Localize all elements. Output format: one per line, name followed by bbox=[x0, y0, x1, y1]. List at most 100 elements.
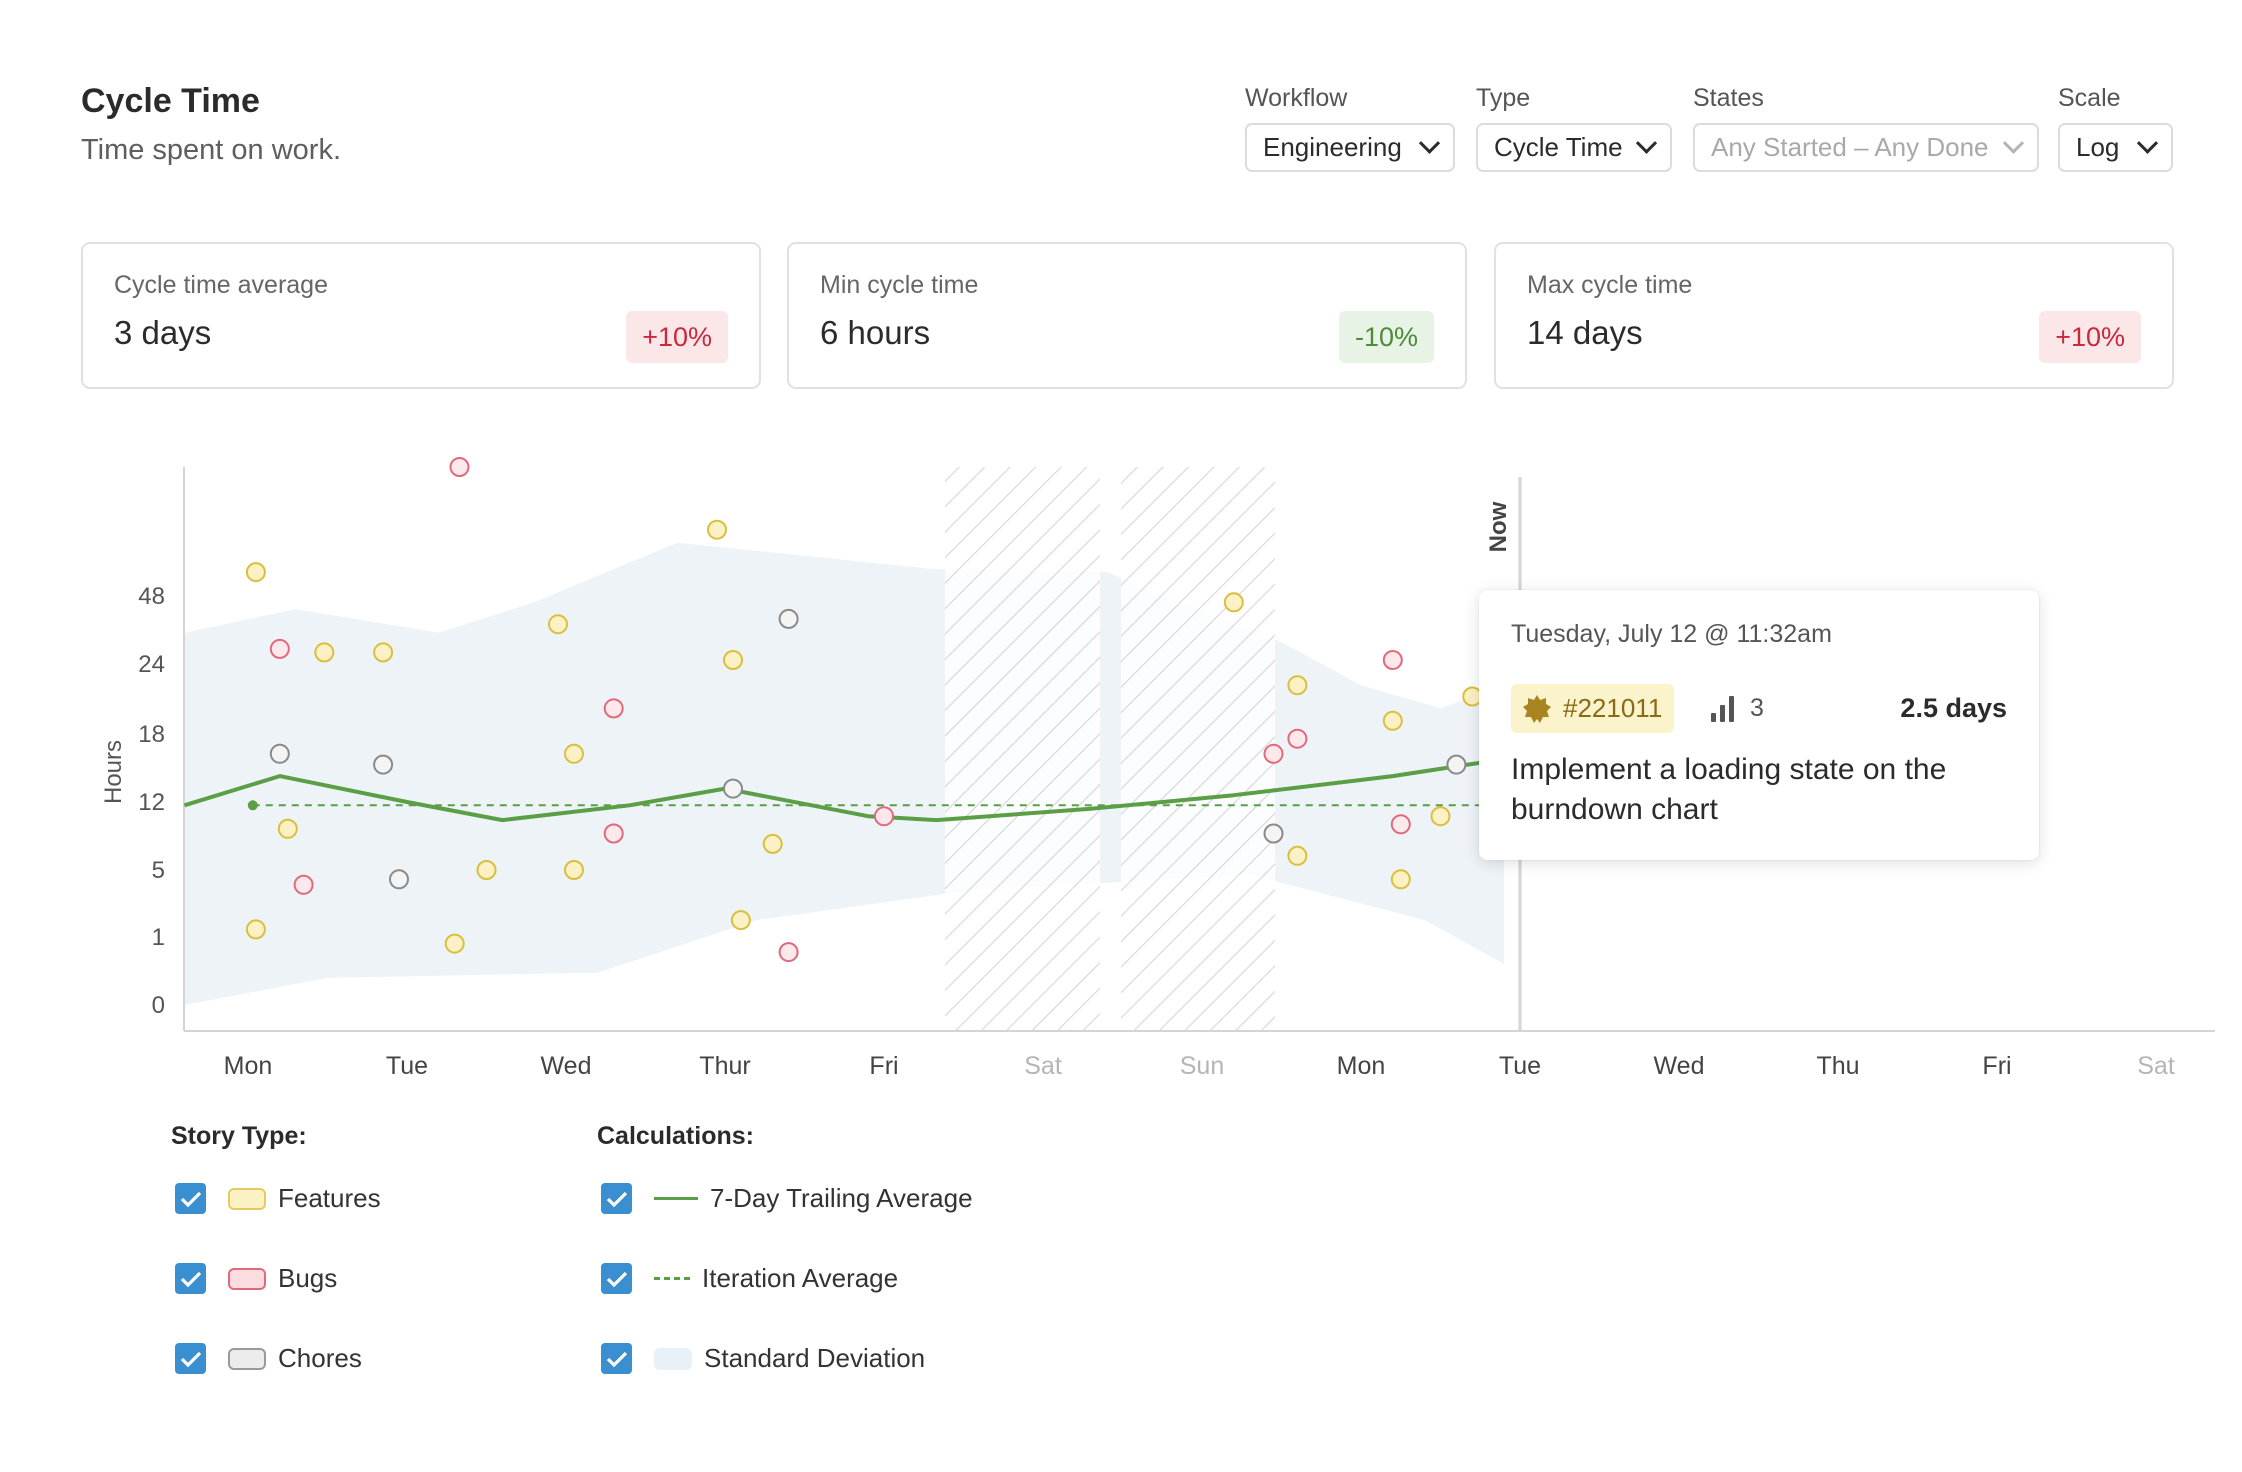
bug-point bbox=[603, 823, 624, 844]
legend-iteration-average[interactable]: Iteration Average bbox=[601, 1263, 898, 1294]
chores-swatch bbox=[228, 1347, 266, 1370]
chore-point bbox=[723, 778, 743, 799]
checkbox-trailing-average[interactable] bbox=[601, 1183, 632, 1214]
legend-bugs[interactable]: Bugs bbox=[175, 1263, 337, 1294]
checkmark-icon bbox=[180, 1271, 201, 1287]
feature-point bbox=[548, 614, 568, 635]
states-label: States bbox=[1693, 84, 1764, 112]
axes-layer: 0 1 5 12 18 24 48 Hours Mon Tue Wed Thur Fri Sat Sun Mo… bbox=[100, 467, 2215, 1080]
feature-icon bbox=[1523, 694, 1551, 723]
features-swatch bbox=[228, 1187, 266, 1210]
bug-point bbox=[1287, 728, 1308, 749]
type-filter: Type Cycle Time bbox=[1476, 84, 1672, 172]
checkbox-iteration-average[interactable] bbox=[601, 1263, 632, 1294]
feature-point bbox=[1430, 806, 1451, 827]
type-select[interactable]: Cycle Time bbox=[1476, 123, 1672, 172]
workflow-filter: Workflow Engineering bbox=[1245, 84, 1455, 172]
feature-point bbox=[373, 642, 394, 663]
feature-point bbox=[314, 642, 335, 663]
chevron-down-icon bbox=[2136, 132, 2159, 154]
x-tick-label: Sat bbox=[2137, 1052, 2175, 1080]
estimate-value: 3 bbox=[1750, 694, 1764, 722]
stat-card-min: Min cycle time 6 hours -10% bbox=[787, 242, 1467, 389]
weekend-hatch-layer bbox=[945, 467, 1275, 1030]
trailing-average-line bbox=[183, 757, 1505, 823]
feature-point bbox=[1382, 710, 1403, 731]
stat-value: 3 days bbox=[114, 314, 212, 351]
type-label: Type bbox=[1476, 84, 1531, 112]
page-title: Cycle Time bbox=[81, 82, 260, 120]
page-subtitle: Time spent on work. bbox=[81, 134, 342, 166]
states-select[interactable]: Any Started – Any Done bbox=[1693, 123, 2039, 172]
scale-select[interactable]: Log bbox=[2058, 123, 2173, 172]
story-type-heading: Story Type: bbox=[171, 1122, 307, 1150]
std-dev-swatch bbox=[654, 1347, 692, 1370]
stat-change-badge: +10% bbox=[2039, 311, 2141, 363]
legend-features[interactable]: Features bbox=[175, 1183, 381, 1214]
x-tick-label: Wed bbox=[1654, 1052, 1705, 1080]
now-label: Now bbox=[1485, 501, 1512, 552]
chore-point bbox=[269, 743, 290, 764]
weekend-column bbox=[1121, 467, 1275, 1030]
legend-label: Standard Deviation bbox=[704, 1343, 926, 1373]
feature-point bbox=[1223, 592, 1244, 613]
legend-trailing-average[interactable]: 7-Day Trailing Average bbox=[601, 1183, 973, 1214]
feature-point bbox=[1390, 869, 1411, 890]
iteration-average-swatch bbox=[654, 1277, 690, 1280]
chore-point bbox=[389, 869, 409, 890]
x-tick-label: Fri bbox=[869, 1052, 898, 1080]
checkbox-chores[interactable] bbox=[175, 1343, 206, 1374]
story-points-layer bbox=[245, 457, 1483, 963]
legend-label: 7-Day Trailing Average bbox=[710, 1183, 973, 1213]
story-id-badge[interactable]: #221011 bbox=[1511, 684, 1675, 733]
story-title[interactable]: Implement a loading state on the burndow… bbox=[1511, 753, 1947, 826]
x-tick-label: Fri bbox=[1982, 1052, 2011, 1080]
checkbox-features[interactable] bbox=[175, 1183, 206, 1214]
cycle-time-chart: 0 1 5 12 18 24 48 Hours Mon Tue Wed Thur Fri Sat Sun Mo… bbox=[100, 457, 2215, 1080]
bug-point bbox=[778, 942, 799, 963]
legend-std-dev[interactable]: Standard Deviation bbox=[601, 1343, 925, 1374]
bug-point bbox=[874, 806, 894, 827]
x-tick-label: Tue bbox=[1499, 1052, 1541, 1080]
feature-point bbox=[1287, 675, 1308, 696]
y-tick-label: 24 bbox=[138, 651, 165, 678]
states-filter: States Any Started – Any Done bbox=[1693, 84, 2039, 172]
average-lines-layer bbox=[183, 757, 1505, 823]
chevron-down-icon bbox=[2002, 132, 2025, 154]
legend-label: Iteration Average bbox=[702, 1263, 899, 1293]
stat-change-badge: +10% bbox=[626, 311, 728, 363]
feature-point bbox=[707, 519, 727, 540]
bugs-swatch bbox=[228, 1267, 266, 1290]
checkbox-std-dev[interactable] bbox=[601, 1343, 632, 1374]
chevron-down-icon bbox=[1635, 132, 1658, 154]
x-tick-label: Tue bbox=[386, 1052, 428, 1080]
feature-point bbox=[277, 818, 298, 839]
checkmark-icon bbox=[606, 1191, 627, 1207]
feature-point bbox=[245, 919, 266, 940]
stat-value: 6 hours bbox=[820, 314, 931, 351]
x-tick-label: Sat bbox=[1024, 1052, 1062, 1080]
workflow-value: Engineering bbox=[1263, 132, 1402, 162]
bug-point bbox=[293, 874, 314, 895]
story-duration: 2.5 days bbox=[1900, 693, 2007, 723]
scale-label: Scale bbox=[2058, 84, 2121, 112]
x-tick-label: Wed bbox=[541, 1052, 592, 1080]
legend-chores[interactable]: Chores bbox=[175, 1343, 362, 1374]
estimate-icon bbox=[1711, 695, 1738, 722]
bug-point bbox=[1382, 650, 1403, 670]
x-tick-label: Thur bbox=[699, 1052, 750, 1080]
stat-label: Max cycle time bbox=[1527, 271, 1693, 299]
checkbox-bugs[interactable] bbox=[175, 1263, 206, 1294]
feature-point bbox=[1287, 845, 1308, 866]
y-tick-label: 0 bbox=[152, 992, 165, 1019]
bug-point bbox=[269, 638, 290, 659]
chore-point bbox=[778, 608, 799, 629]
workflow-select[interactable]: Engineering bbox=[1245, 123, 1455, 172]
x-tick-label: Thu bbox=[1816, 1052, 1859, 1080]
feature-point bbox=[564, 743, 584, 764]
feature-point bbox=[564, 860, 584, 880]
bug-point bbox=[1263, 743, 1284, 764]
story-id: #221011 bbox=[1563, 693, 1663, 723]
feature-point bbox=[444, 933, 465, 954]
y-tick-label: 18 bbox=[138, 721, 165, 748]
